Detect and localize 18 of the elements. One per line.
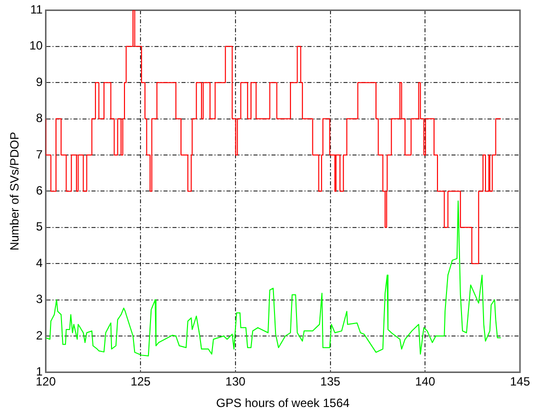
x-tick-label: 120 bbox=[36, 374, 56, 389]
y-tick-label: 11 bbox=[30, 2, 44, 17]
y-tick-label: 10 bbox=[29, 38, 44, 53]
y-tick-label: 4 bbox=[36, 256, 44, 270]
y-tick-label: 9 bbox=[36, 74, 44, 89]
y-tick-label: 8 bbox=[36, 111, 44, 126]
x-axis-title: GPS hours of week 1564 bbox=[216, 396, 350, 410]
x-tick-label: 135 bbox=[320, 374, 341, 389]
y-tick-label: 3 bbox=[36, 292, 44, 306]
x-tick-label: 145 bbox=[510, 374, 530, 389]
x-tick-label: 140 bbox=[415, 374, 436, 389]
y-tick-label: 2 bbox=[36, 328, 44, 342]
x-tick-label: 130 bbox=[225, 374, 246, 389]
y-axis-title: Number of SVs/PDOP bbox=[8, 132, 22, 251]
y-tick-label: 5 bbox=[36, 220, 44, 234]
y-tick-label: 6 bbox=[36, 184, 44, 198]
x-tick-label: 125 bbox=[130, 374, 151, 389]
y-tick-label: 7 bbox=[36, 147, 44, 162]
